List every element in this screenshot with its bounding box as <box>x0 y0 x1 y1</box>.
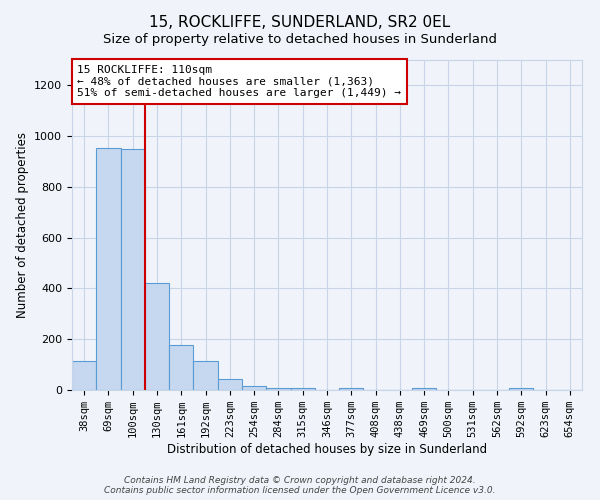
Bar <box>290 388 315 390</box>
Bar <box>266 388 290 390</box>
Text: 15, ROCKLIFFE, SUNDERLAND, SR2 0EL: 15, ROCKLIFFE, SUNDERLAND, SR2 0EL <box>149 15 451 30</box>
Bar <box>339 388 364 390</box>
Text: Contains HM Land Registry data © Crown copyright and database right 2024.
Contai: Contains HM Land Registry data © Crown c… <box>104 476 496 495</box>
Bar <box>169 345 193 390</box>
Text: 15 ROCKLIFFE: 110sqm
← 48% of detached houses are smaller (1,363)
51% of semi-de: 15 ROCKLIFFE: 110sqm ← 48% of detached h… <box>77 65 401 98</box>
Bar <box>193 362 218 390</box>
Bar <box>121 149 145 390</box>
Text: Size of property relative to detached houses in Sunderland: Size of property relative to detached ho… <box>103 32 497 46</box>
Bar <box>96 148 121 390</box>
Bar <box>242 386 266 390</box>
Y-axis label: Number of detached properties: Number of detached properties <box>16 132 29 318</box>
Bar <box>145 284 169 390</box>
Bar <box>412 388 436 390</box>
Bar <box>72 362 96 390</box>
X-axis label: Distribution of detached houses by size in Sunderland: Distribution of detached houses by size … <box>167 443 487 456</box>
Bar <box>509 388 533 390</box>
Bar <box>218 380 242 390</box>
